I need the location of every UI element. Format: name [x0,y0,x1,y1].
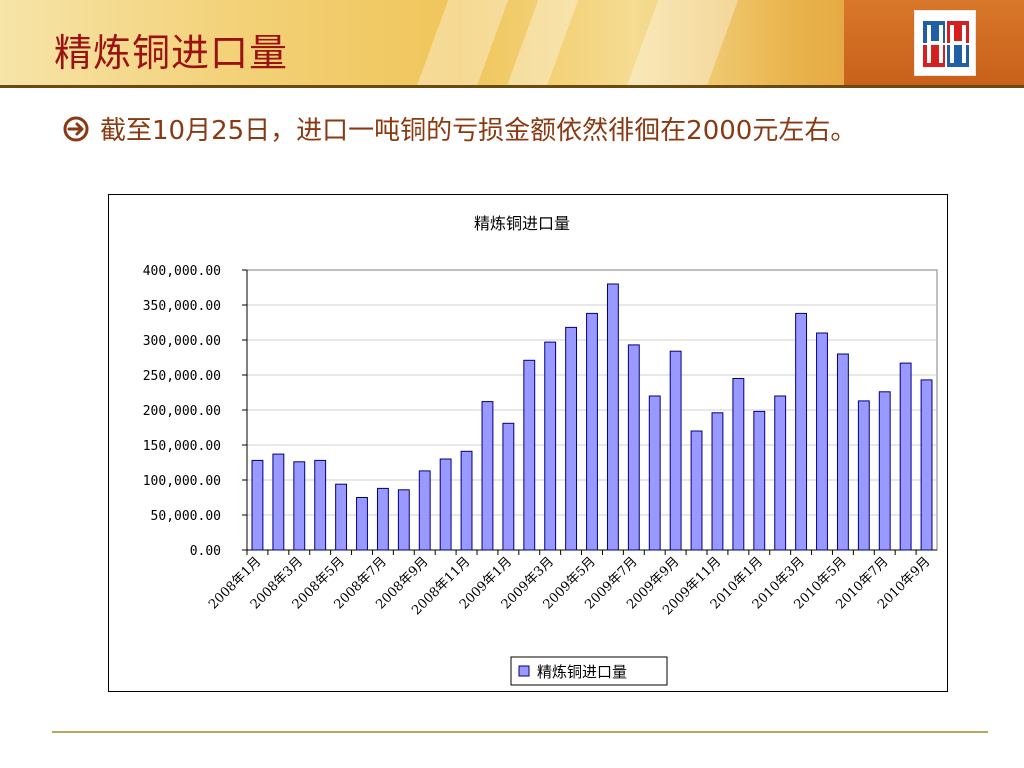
bar-2009年10月 [690,430,703,551]
y-tick-label: 50,000.00 [151,509,221,524]
y-tick-label: 400,000.00 [143,264,221,279]
bar-2008年1月 [251,459,264,551]
bar-2008年6月 [356,497,368,551]
y-tick-label: 350,000.00 [143,299,221,314]
bar-2010年2月 [774,395,787,551]
bar-2010年4月 [816,332,828,551]
legend-box [510,656,668,686]
bar-2008年4月 [314,459,327,551]
bar-2008年5月 [335,483,348,551]
bar-chart: 精炼铜进口量 0.00 50,000.00 100,000.00 150,000.00 2… [143,214,938,686]
y-tick-label: 300,000.00 [143,334,221,349]
y-tick-label: 200,000.00 [143,404,221,419]
bar-2008年12月 [481,401,494,551]
bar-2009年7月 [627,344,640,551]
bar-2009年8月 [648,395,661,551]
y-tick-label: 100,000.00 [143,474,221,489]
bar-2010年7月 [878,391,891,551]
bar-2009年9月 [669,350,682,551]
bar-2008年3月 [293,461,306,551]
y-tick-label: 150,000.00 [143,439,221,454]
bar-2009年4月 [565,326,578,551]
bar-2009年6月 [606,283,619,551]
bar-2008年11月 [460,450,473,551]
bar-2009年1月 [502,422,515,551]
arrow-circle-right-icon [63,116,89,142]
footer-divider [52,731,988,733]
bar-2008年9月 [418,470,431,551]
bar-2008年8月 [397,489,410,551]
bar-2010年1月 [753,410,766,551]
bar-2009年2月 [523,359,536,551]
header-light-ray [614,0,746,88]
header-divider [0,85,1024,88]
chart-title: 精炼铜进口量 [474,214,570,233]
slide-title: 精炼铜进口量 [54,31,289,75]
bar-2008年2月 [272,453,285,551]
legend-swatch [518,665,530,677]
y-tick-label: 250,000.00 [143,369,221,384]
bar-2008年7月 [376,487,389,551]
bar-2009年12月 [732,378,745,551]
y-tick-label: 0.00 [190,544,221,559]
company-logo [914,10,976,76]
bar-2010年5月 [836,353,849,551]
header-light-ray [404,0,516,88]
bullet-text: 截至10月25日，进口一吨铜的亏损金额依然徘徊在2000元左右。 [100,116,857,146]
chart-container: 精炼铜进口量 0.00 50,000.00 100,000.00 150,000.00 2… [108,194,948,692]
bar-2010年9月 [920,379,933,551]
bar-2010年3月 [795,312,808,551]
bar-2008年10月 [439,458,452,551]
header-light-ray [494,0,586,88]
bar-2009年5月 [586,312,598,551]
bar-2009年3月 [544,341,557,551]
legend-label: 精炼铜进口量 [537,663,627,681]
bar-2010年8月 [899,362,912,551]
bar-2010年6月 [857,400,870,551]
bar-2009年11月 [711,412,724,551]
